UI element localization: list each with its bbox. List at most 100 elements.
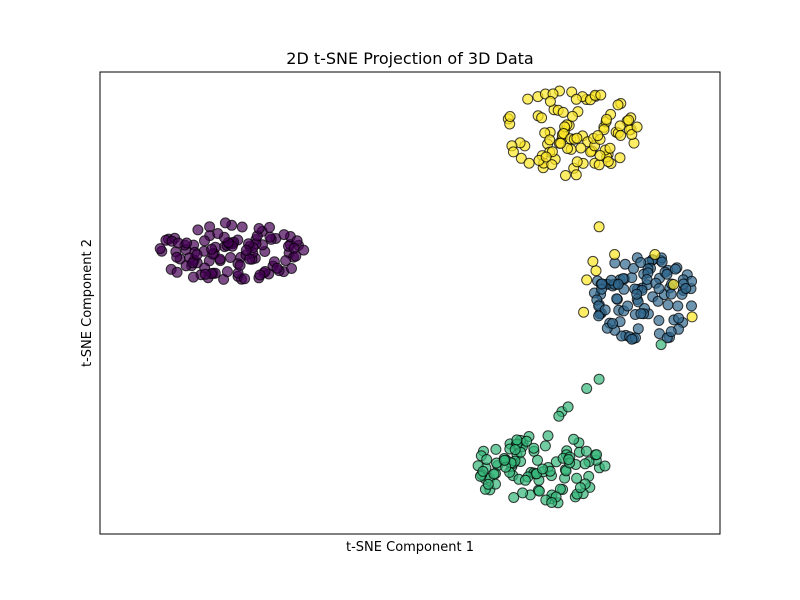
scatter-point bbox=[286, 263, 297, 274]
scatter-point bbox=[591, 449, 603, 461]
scatter-point bbox=[532, 454, 543, 466]
scatter-point bbox=[653, 315, 665, 326]
scatter-point bbox=[528, 442, 540, 454]
scatter-point bbox=[192, 224, 204, 236]
scatter-point bbox=[593, 159, 605, 171]
scatter-point bbox=[570, 93, 582, 105]
scatter-point bbox=[631, 121, 643, 133]
scatter-point bbox=[575, 142, 587, 154]
scatter-point bbox=[280, 255, 292, 267]
scatter-point bbox=[626, 129, 638, 140]
scatter-point bbox=[482, 478, 494, 490]
scatter-point bbox=[154, 243, 166, 255]
x-axis-label: t-SNE Component 1 bbox=[346, 540, 474, 555]
scatter-point bbox=[236, 221, 248, 233]
scatter-point bbox=[481, 454, 493, 465]
scatter-point bbox=[623, 114, 635, 126]
scatter-point bbox=[599, 460, 611, 472]
scatter-point bbox=[517, 487, 529, 499]
scatter-point bbox=[581, 274, 593, 286]
scatter-point bbox=[652, 295, 664, 307]
scatter-point bbox=[632, 323, 644, 335]
plot-frame bbox=[99, 71, 721, 535]
scatter-point bbox=[596, 278, 608, 290]
scatter-point bbox=[571, 132, 583, 144]
scatter-point bbox=[580, 445, 592, 457]
scatter-point bbox=[544, 134, 556, 146]
scatter-point bbox=[542, 430, 554, 442]
scatter-point bbox=[581, 383, 593, 394]
scatter-point bbox=[673, 312, 685, 324]
scatter-point bbox=[590, 265, 602, 277]
scatter-point bbox=[578, 306, 590, 318]
scatter-point bbox=[240, 244, 252, 256]
scatter-point bbox=[612, 278, 624, 290]
scatter-point bbox=[602, 156, 614, 168]
scatter-point bbox=[649, 249, 661, 260]
scatter-point bbox=[507, 146, 519, 158]
scatter-point bbox=[515, 152, 527, 164]
scatter-point bbox=[595, 89, 607, 101]
scatter-point bbox=[546, 159, 558, 171]
scatter-point bbox=[533, 485, 545, 497]
scatter-point bbox=[626, 333, 638, 345]
scatter-point bbox=[579, 458, 591, 470]
scatter-point bbox=[181, 237, 193, 249]
scatter-point bbox=[234, 259, 246, 271]
scatter-point bbox=[544, 95, 556, 107]
scatter-point bbox=[653, 283, 665, 295]
scatter-point bbox=[509, 444, 521, 456]
scatter-point bbox=[631, 288, 643, 300]
scatter-point bbox=[288, 242, 300, 254]
scatter-point bbox=[537, 463, 548, 475]
scatter-point bbox=[611, 293, 623, 305]
scatter-point bbox=[477, 465, 489, 477]
scatter-point bbox=[665, 288, 677, 300]
scatter-point bbox=[490, 443, 502, 455]
scatter-point bbox=[171, 251, 183, 263]
scatter-point bbox=[655, 339, 667, 351]
scatter-point bbox=[628, 263, 639, 274]
scatter-point bbox=[635, 308, 647, 320]
scatter-point bbox=[219, 217, 231, 229]
scatter-point bbox=[593, 221, 605, 233]
scatter-point bbox=[615, 130, 627, 141]
scatter-point bbox=[592, 130, 604, 142]
scatter-point bbox=[536, 112, 548, 124]
scatter-point bbox=[511, 434, 523, 446]
scatter-point bbox=[206, 243, 218, 255]
scatter-point bbox=[594, 150, 606, 161]
scatter-point bbox=[609, 249, 621, 260]
chart-title: 2D t-SNE Projection of 3D Data bbox=[286, 49, 533, 68]
scatter-point bbox=[560, 170, 571, 181]
scatter-point bbox=[523, 157, 535, 169]
scatter-points bbox=[154, 85, 698, 509]
scatter-point bbox=[567, 110, 578, 122]
scatter-point bbox=[570, 169, 582, 181]
scatter-point bbox=[571, 156, 583, 168]
scatter-point bbox=[171, 266, 183, 278]
scatter-point bbox=[504, 111, 516, 122]
scatter-point bbox=[264, 231, 276, 243]
scatter-point bbox=[563, 454, 575, 465]
scatter-point bbox=[686, 311, 698, 323]
scatter-point bbox=[571, 472, 583, 484]
scatter-point bbox=[254, 269, 266, 281]
scatter-point bbox=[587, 255, 599, 267]
scatter-point bbox=[593, 373, 605, 385]
scatter-point bbox=[680, 283, 692, 294]
scatter-point bbox=[668, 279, 679, 290]
scatter-point bbox=[224, 252, 236, 263]
scatter-point bbox=[612, 99, 624, 111]
scatter-point bbox=[187, 271, 199, 283]
scatter-point bbox=[519, 474, 531, 486]
scatter-point bbox=[686, 300, 697, 312]
scatter-point bbox=[662, 299, 674, 311]
scatter-point bbox=[601, 113, 612, 125]
scatter-point bbox=[562, 401, 574, 413]
scatter-point bbox=[607, 318, 619, 329]
scatter-point bbox=[522, 93, 534, 105]
scatter-point bbox=[593, 310, 605, 322]
scatter-point bbox=[557, 106, 569, 118]
